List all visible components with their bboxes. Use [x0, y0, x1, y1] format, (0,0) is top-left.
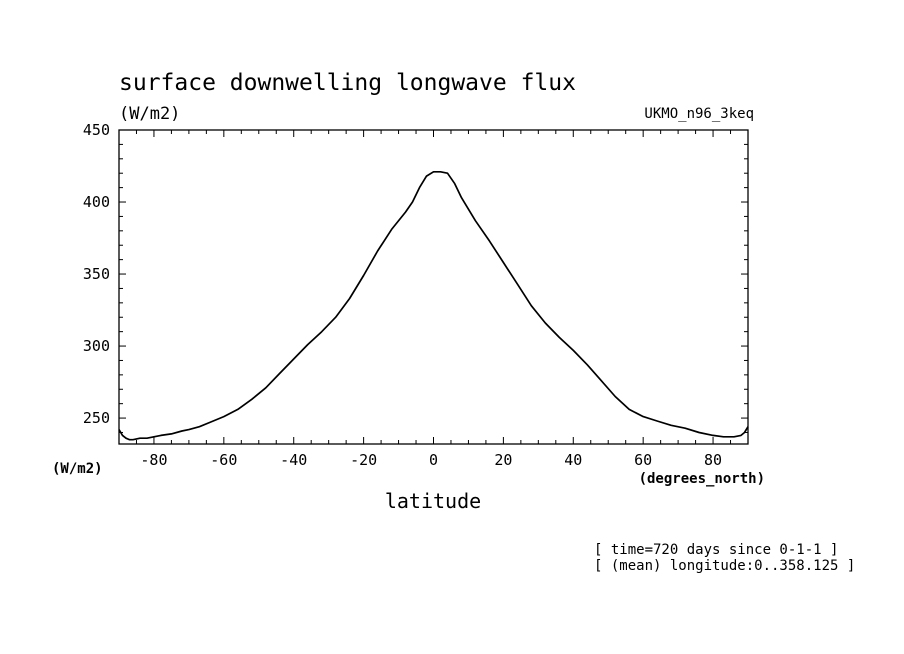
axis-ticks	[118, 129, 749, 444]
x-tick-label: 40	[564, 451, 582, 469]
x-tick-label: 60	[634, 451, 652, 469]
x-axis-unit-label: (degrees_north)	[639, 471, 765, 487]
longitude-annotation: [ (mean) longitude:0..358.125 ]	[594, 558, 855, 574]
x-tick-label: -40	[280, 451, 307, 469]
y-tick-label: 400	[83, 193, 110, 211]
y-tick-labels: 250 300 350 400 450	[83, 121, 110, 427]
x-tick-label: 0	[429, 451, 438, 469]
y-tick-label: 250	[83, 409, 110, 427]
x-tick-label: -80	[140, 451, 167, 469]
y-tick-label: 350	[83, 265, 110, 283]
y-tick-label: 300	[83, 337, 110, 355]
series-line	[118, 170, 749, 441]
x-tick-label: -20	[350, 451, 377, 469]
time-annotation: [ time=720 days since 0-1-1 ]	[594, 542, 838, 558]
x-axis-label: latitude	[385, 489, 481, 513]
x-tick-labels: -80 -60 -40 -20 0 20 40 60 80	[140, 451, 722, 469]
x-tick-label: 20	[494, 451, 512, 469]
chart-title: surface downwelling longwave flux	[119, 70, 576, 96]
x-tick-label: -60	[210, 451, 237, 469]
units-label: (W/m2)	[119, 104, 180, 124]
plot-frame	[118, 129, 749, 445]
y-tick-label: 450	[83, 121, 110, 139]
model-label: UKMO_n96_3keq	[644, 106, 754, 122]
x-tick-label: 80	[704, 451, 722, 469]
y-axis-unit-label: (W/m2)	[52, 461, 103, 477]
